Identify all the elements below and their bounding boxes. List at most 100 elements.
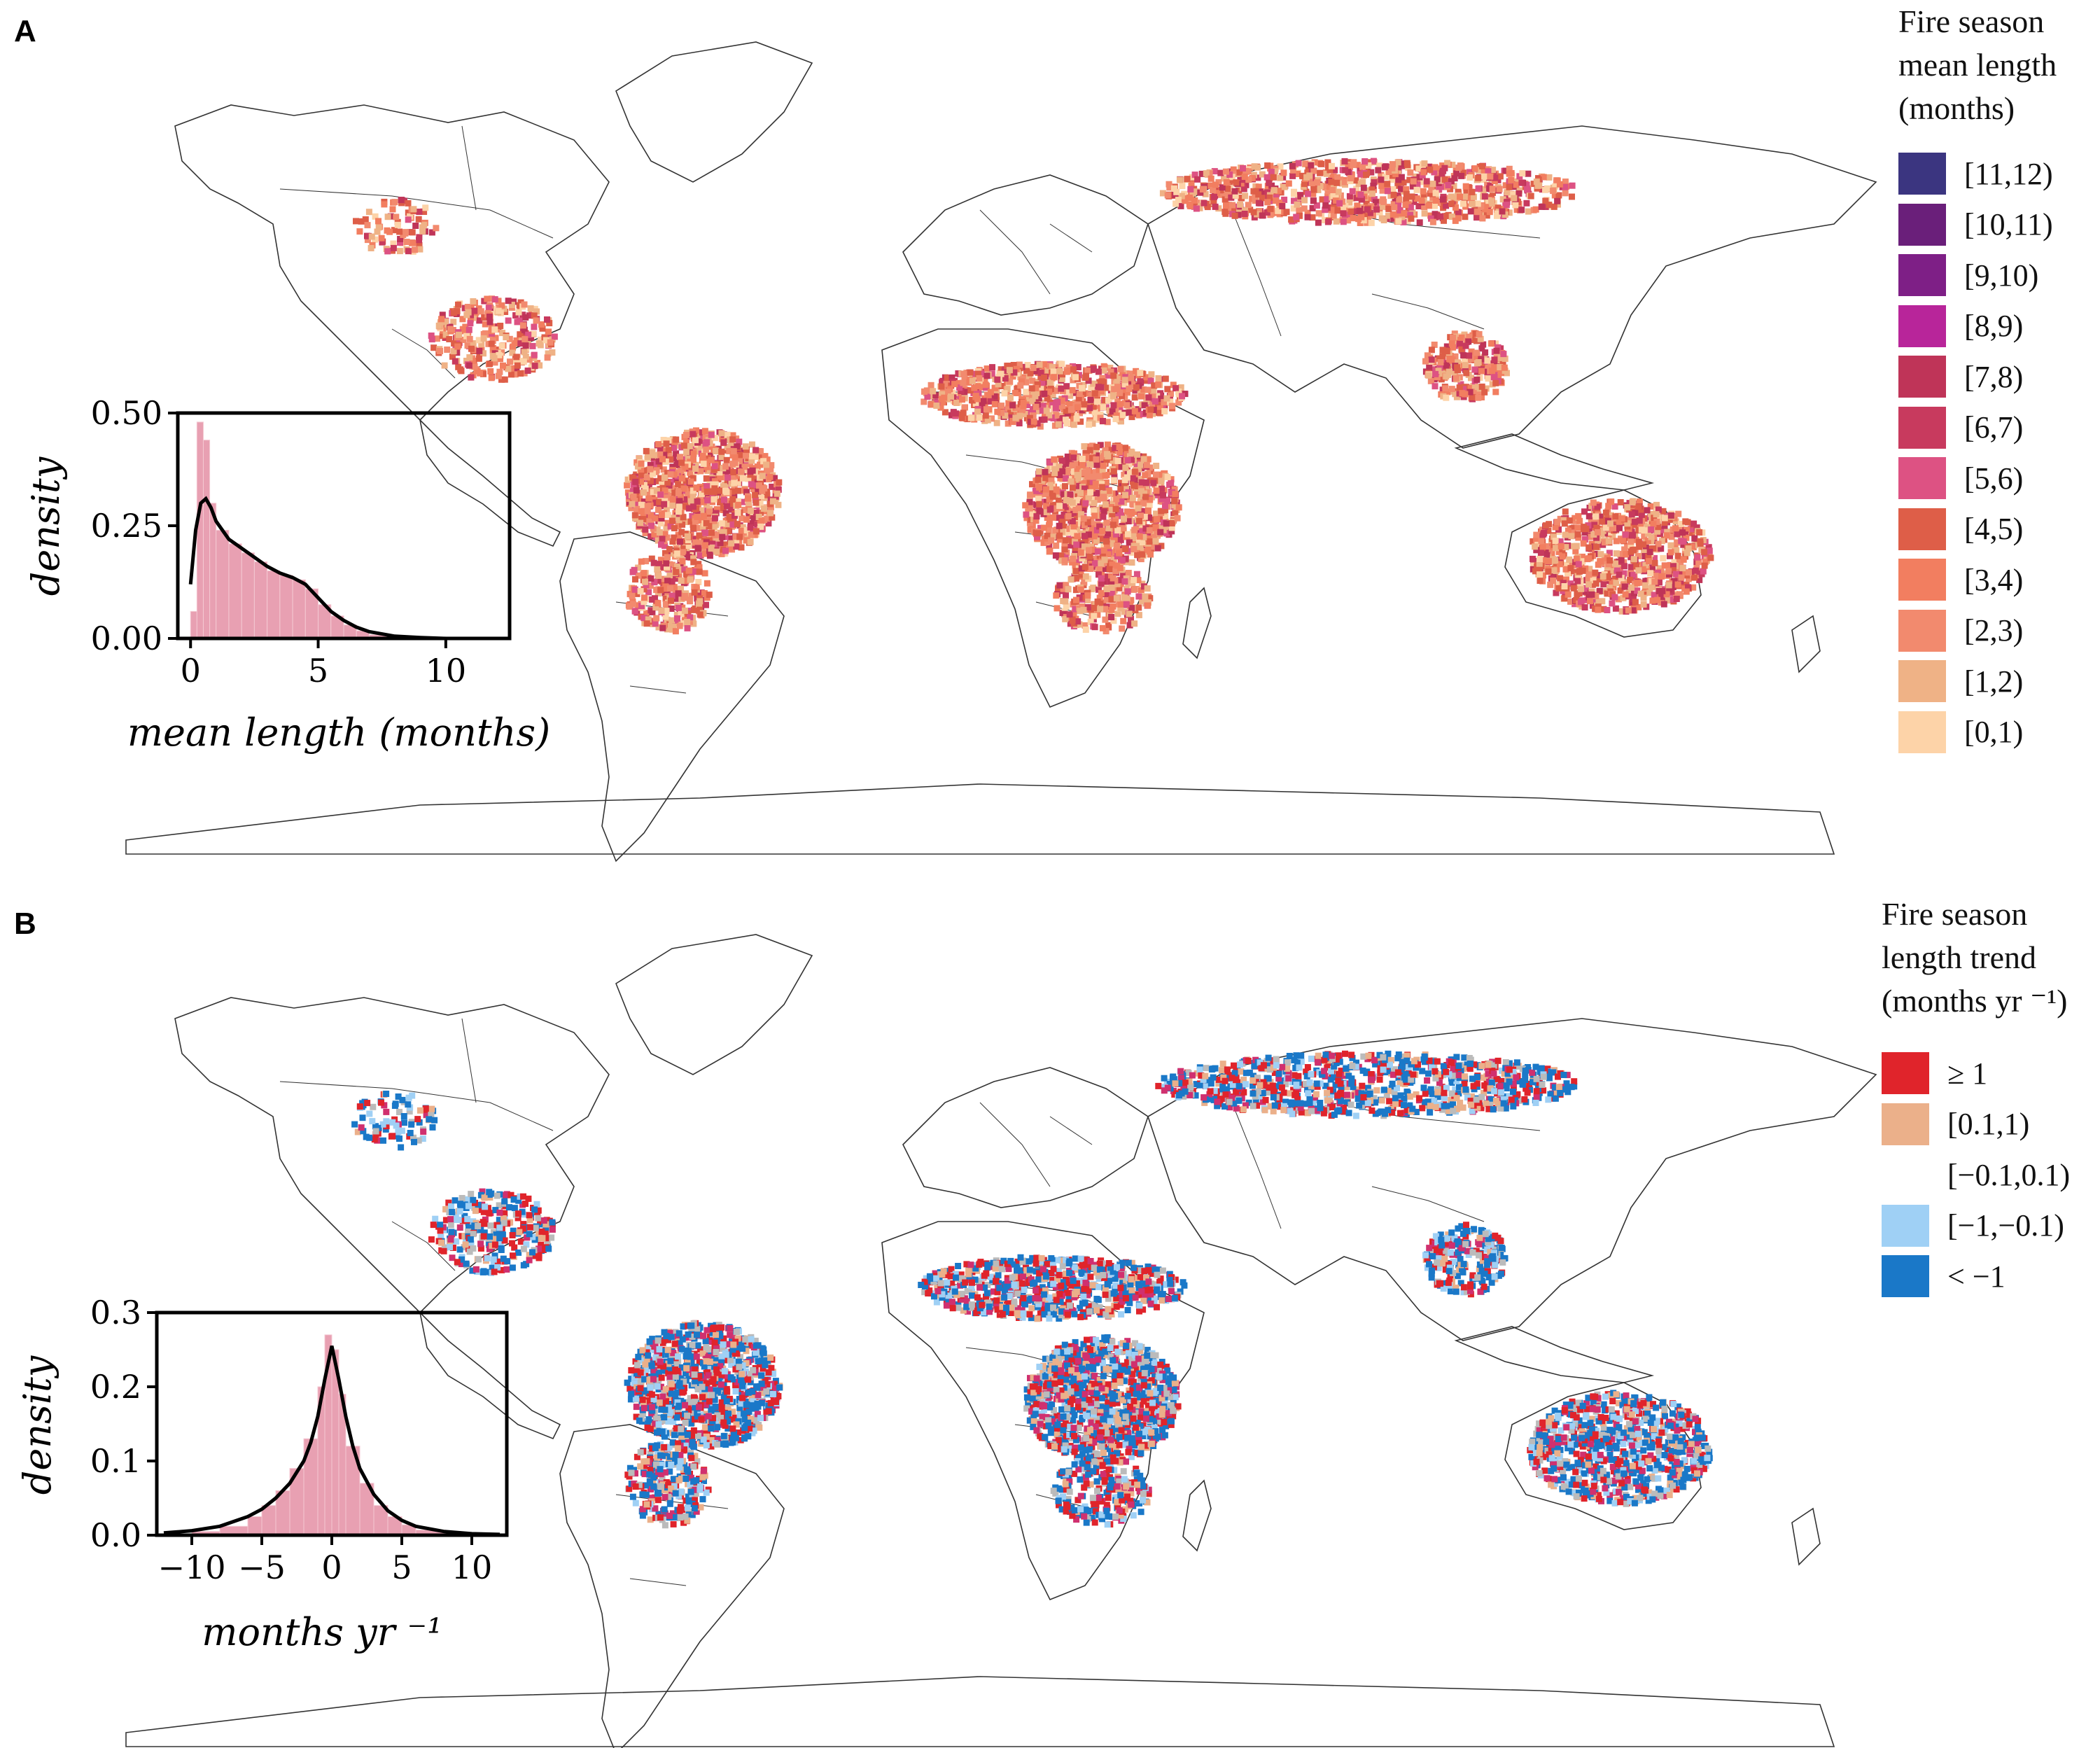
- fire-pixel: [1153, 510, 1160, 517]
- fire-pixel: [629, 592, 636, 599]
- fire-pixel: [1556, 181, 1563, 188]
- fire-pixel: [1054, 416, 1061, 423]
- fire-pixel: [1098, 575, 1105, 582]
- fire-pixel: [939, 387, 946, 394]
- fire-pixel: [1126, 469, 1133, 476]
- fire-pixel: [1091, 605, 1098, 611]
- fire-pixel: [1172, 510, 1179, 517]
- fire-pixel: [1634, 552, 1642, 559]
- fire-pixel: [719, 533, 726, 540]
- fire-pixel: [678, 475, 685, 482]
- fire-pixel: [1082, 622, 1088, 629]
- fire-pixel: [1363, 200, 1370, 207]
- fire-pixel: [659, 456, 666, 463]
- fire-pixel: [1670, 596, 1676, 603]
- fire-pixel: [1434, 212, 1441, 219]
- fire-pixel: [1512, 202, 1519, 209]
- fire-pixel: [1478, 368, 1485, 375]
- fire-pixel: [1158, 543, 1165, 550]
- fire-pixel: [1093, 443, 1100, 450]
- panel-b-letter: B: [14, 907, 36, 941]
- fire-pixel: [1457, 381, 1464, 388]
- fire-pixel: [1111, 473, 1118, 480]
- fire-pixel: [938, 396, 945, 403]
- fire-pixel: [1144, 602, 1152, 609]
- fire-pixel: [1656, 579, 1662, 586]
- fire-pixel: [1074, 515, 1081, 522]
- fire-pixel: [1502, 211, 1508, 218]
- fire-pixel: [659, 478, 665, 485]
- fire-pixel: [1408, 193, 1415, 200]
- fire-pixel: [1097, 411, 1104, 418]
- fire-pixel: [988, 415, 995, 422]
- fire-pixel: [1471, 366, 1478, 373]
- fire-pixel: [1049, 493, 1056, 500]
- fire-pixel: [1073, 497, 1080, 504]
- fire-pixel: [1567, 598, 1574, 605]
- fire-pixel: [696, 524, 702, 531]
- fire-pixel: [1073, 541, 1080, 548]
- fire-pixel: [1186, 202, 1194, 209]
- fire-pixel: [1051, 466, 1058, 473]
- fire-pixel: [685, 537, 692, 544]
- fire-pixel: [1004, 363, 1011, 370]
- fire-pixel: [1074, 460, 1081, 467]
- fire-pixel: [1138, 479, 1145, 486]
- fire-pixel: [1029, 481, 1035, 488]
- fire-pixel: [1628, 542, 1634, 549]
- fire-pixel: [1065, 513, 1072, 519]
- fire-pixel: [1582, 588, 1589, 595]
- fire-pixel: [769, 514, 776, 521]
- fire-pixel: [729, 496, 736, 503]
- fire-pixel: [1116, 389, 1124, 396]
- fire-pixel: [1154, 545, 1161, 552]
- fire-pixel: [632, 576, 638, 583]
- fire-pixel: [1077, 549, 1084, 556]
- fire-pixel: [1494, 210, 1501, 217]
- fire-pixel: [1573, 597, 1580, 603]
- fire-pixel: [1063, 457, 1070, 464]
- fire-pixel: [998, 383, 1005, 389]
- fire-pixel: [1474, 214, 1480, 221]
- fire-pixel: [1432, 370, 1439, 377]
- fire-pixel: [1406, 176, 1413, 183]
- fire-pixel: [1210, 198, 1217, 205]
- fire-pixel: [1525, 208, 1532, 215]
- fire-pixel: [686, 449, 693, 456]
- fire-pixel: [653, 487, 660, 494]
- fire-pixel: [706, 508, 713, 515]
- fire-pixel: [676, 498, 683, 505]
- fire-pixel: [1141, 402, 1148, 409]
- fire-pixel: [682, 571, 690, 578]
- fire-pixel: [1012, 414, 1019, 421]
- fire-pixel: [974, 370, 981, 377]
- fire-pixel: [1139, 598, 1146, 605]
- fire-pixel: [961, 404, 968, 411]
- fire-pixel: [685, 543, 692, 550]
- fire-pixel: [1202, 190, 1209, 197]
- fire-pixel: [651, 579, 658, 586]
- fire-pixel: [1134, 451, 1141, 458]
- coastline: [902, 174, 1149, 316]
- fire-pixel: [1554, 177, 1561, 184]
- fire-pixel: [1360, 184, 1367, 191]
- fire-pixel: [1272, 197, 1279, 204]
- fire-pixel: [1324, 159, 1331, 166]
- fire-pixel: [767, 466, 774, 473]
- fire-pixel: [1004, 420, 1011, 427]
- fire-pixel: [1134, 552, 1141, 559]
- fire-pixel: [663, 560, 670, 567]
- fire-pixel: [718, 529, 724, 536]
- fire-pixel: [1372, 199, 1379, 206]
- fire-pixel: [1542, 204, 1549, 210]
- fire-pixel: [1067, 491, 1074, 498]
- fire-pixel: [1053, 412, 1060, 419]
- fire-pixel: [664, 512, 671, 519]
- fire-pixel: [1128, 596, 1135, 603]
- fire-pixel: [749, 453, 755, 460]
- coastline: [1504, 489, 1702, 638]
- fire-pixel: [1129, 478, 1136, 485]
- fire-pixel: [1105, 397, 1112, 404]
- fire-pixel: [1042, 468, 1049, 475]
- fire-pixel: [729, 432, 736, 439]
